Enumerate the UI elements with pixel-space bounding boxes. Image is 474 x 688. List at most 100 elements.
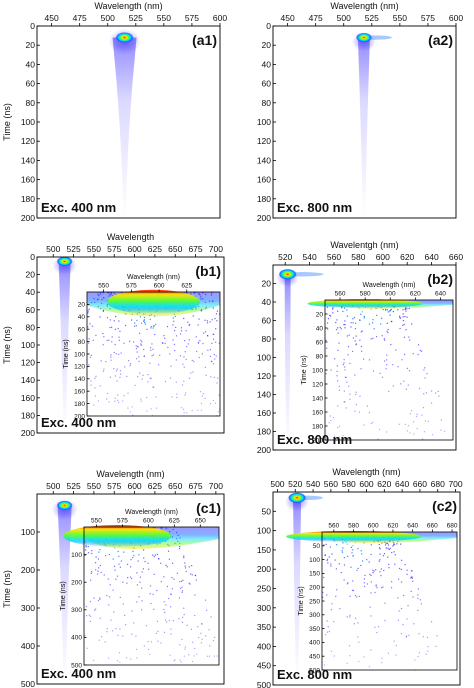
inset-y-axis-tick-label: 500 — [309, 667, 320, 674]
y-axis-tick-label: 20 — [262, 278, 272, 288]
x-axis-tick-label: 475 — [73, 13, 87, 23]
emission-tail — [284, 274, 291, 450]
panel-label: (b1) — [195, 263, 221, 279]
y-axis-tick-label: 40 — [262, 297, 272, 307]
x-axis-tick-label: 575 — [185, 13, 199, 23]
inset-x-axis-tick-label: 680 — [447, 523, 458, 530]
x-axis-tick-label: 580 — [351, 252, 365, 262]
inset-hotspot — [307, 299, 423, 308]
excitation-label: Exc. 800 nm — [277, 200, 352, 215]
inset-y-axis-tick-label: 400 — [309, 640, 320, 647]
inset-x-axis-label: Wavelength (nm) — [127, 274, 180, 281]
inset-x-axis-tick-label: 600 — [154, 283, 165, 290]
y-axis-tick-label: 120 — [21, 358, 35, 368]
inset-y-axis-tick-label: 200 — [312, 437, 323, 444]
inset-y-axis-tick-label: 100 — [71, 552, 82, 559]
inset-x-axis-tick-label: 550 — [91, 518, 102, 525]
y-axis-tick-label: 60 — [262, 79, 272, 89]
inset-y-axis-tick-label: 450 — [309, 653, 320, 660]
y-axis-tick-label: 140 — [21, 375, 35, 385]
inset-y-axis-tick-label: 400 — [71, 635, 82, 642]
x-axis-tick-label: 600 — [359, 479, 373, 489]
x-axis-tick-label: 600 — [127, 244, 141, 254]
y-axis-tick-label: 80 — [26, 98, 36, 108]
inset-x-axis-tick-label: 600 — [368, 523, 379, 530]
y-axis-tick-label: 40 — [26, 59, 36, 69]
inset-y-axis-tick-label: 300 — [309, 612, 320, 619]
inset-y-axis-tick-label: 500 — [71, 662, 82, 669]
excitation-label: Exc. 400 nm — [41, 200, 116, 215]
emission-tail — [57, 505, 72, 684]
y-axis-tick-label: 0 — [30, 21, 35, 31]
inset-x-axis-tick-label: 560 — [335, 291, 346, 298]
inset-y-axis-label: Time (ns) — [63, 339, 70, 368]
emission-peak — [56, 500, 73, 511]
y-axis-tick-label: 500 — [21, 679, 35, 688]
y-axis-tick-label: 100 — [257, 526, 271, 536]
panel-label: (c2) — [432, 498, 457, 514]
y-axis-tick-label: 60 — [26, 79, 36, 89]
x-axis-tick-label: 640 — [395, 479, 409, 489]
panel-label: (c1) — [196, 500, 221, 516]
inset-y-axis-tick-label: 160 — [312, 409, 323, 416]
x-axis-label: Wavelength (nm) — [330, 1, 398, 11]
inset-y-axis-tick-label: 300 — [71, 607, 82, 614]
x-axis-tick-label: 600 — [213, 13, 227, 23]
x-axis-tick-label: 450 — [281, 13, 295, 23]
panel-label: (a1) — [192, 32, 217, 48]
y-axis-tick-label: 100 — [21, 117, 35, 127]
plot-frame — [36, 493, 225, 685]
inset-hotspot — [63, 525, 172, 547]
inset-y-axis-tick-label: 20 — [316, 311, 324, 318]
x-axis-tick-label: 680 — [431, 479, 445, 489]
x-axis-tick-label: 560 — [327, 252, 341, 262]
x-axis-label: Wavelength (nm) — [94, 1, 162, 11]
inset-y-axis-tick-label: 250 — [309, 598, 320, 605]
inset-y-axis-tick-label: 40 — [78, 314, 86, 321]
y-axis-tick-label: 0 — [30, 252, 35, 262]
inset-x-axis-label: Wavelength (nm) — [362, 282, 415, 289]
inset-y-axis-label: Time (ns) — [60, 581, 67, 610]
inset-y-axis-tick-label: 200 — [71, 579, 82, 586]
inset-x-axis-tick-label: 650 — [195, 518, 206, 525]
inset-c1: 550 575 600 625 650 Wavelength (nm) 100 200 300 4… — [60, 509, 220, 669]
inset-y-axis-tick-label: 20 — [78, 302, 86, 309]
y-axis-tick-label: 100 — [257, 352, 271, 362]
y-axis-tick-label: 180 — [21, 410, 35, 420]
inset-y-axis-tick-label: 120 — [74, 364, 85, 371]
y-axis-tick-label: 200 — [21, 213, 35, 223]
x-axis-tick-label: 575 — [107, 244, 121, 254]
inset-b2: 560 580 600 620 640 Wavelength (nm) 20 40 60 80 10… — [301, 282, 454, 444]
y-axis-tick-label: 200 — [21, 565, 35, 575]
inset-area — [322, 532, 457, 670]
inset-x-axis-tick-label: 660 — [427, 523, 438, 530]
y-axis-tick-label: 180 — [257, 194, 271, 204]
y-axis-tick-label: 160 — [257, 408, 271, 418]
inset-x-axis-tick-label: 575 — [117, 518, 128, 525]
x-axis-tick-label: 525 — [129, 13, 143, 23]
inset-x-axis-tick-label: 600 — [385, 291, 396, 298]
emission-peak — [278, 268, 297, 280]
inset-x-axis-tick-label: 580 — [360, 291, 371, 298]
x-axis-tick-label: 620 — [400, 252, 414, 262]
x-axis-tick-label: 600 — [449, 13, 463, 23]
y-axis-tick-label: 120 — [257, 371, 271, 381]
inset-x-axis-tick-label: 620 — [388, 523, 399, 530]
y-axis-tick-label: 500 — [257, 680, 271, 688]
inset-x-axis-tick-label: 625 — [169, 518, 180, 525]
x-axis-tick-label: 560 — [324, 479, 338, 489]
y-axis-tick-label: 300 — [257, 603, 271, 613]
inset-x-axis-label: Wavelength (nm) — [125, 509, 178, 516]
inset-y-axis-tick-label: 150 — [309, 571, 320, 578]
y-axis-tick-label: 40 — [262, 59, 272, 69]
x-axis-label: Wavelength (nm) — [332, 467, 400, 477]
x-axis-tick-label: 450 — [45, 13, 59, 23]
excitation-label: Exc. 800 nm — [277, 667, 352, 682]
y-axis-tick-label: 180 — [21, 194, 35, 204]
inset-x-axis-tick-label: 620 — [410, 291, 421, 298]
inset-y-axis-tick-label: 100 — [309, 557, 320, 564]
y-axis-label: Time (ns) — [2, 326, 12, 364]
panel-c1: 500 525 550 575 600 625 650 675 700 Wavelength (n… — [2, 469, 225, 688]
panel-label: (a2) — [428, 32, 453, 48]
x-axis-tick-label: 500 — [270, 479, 284, 489]
